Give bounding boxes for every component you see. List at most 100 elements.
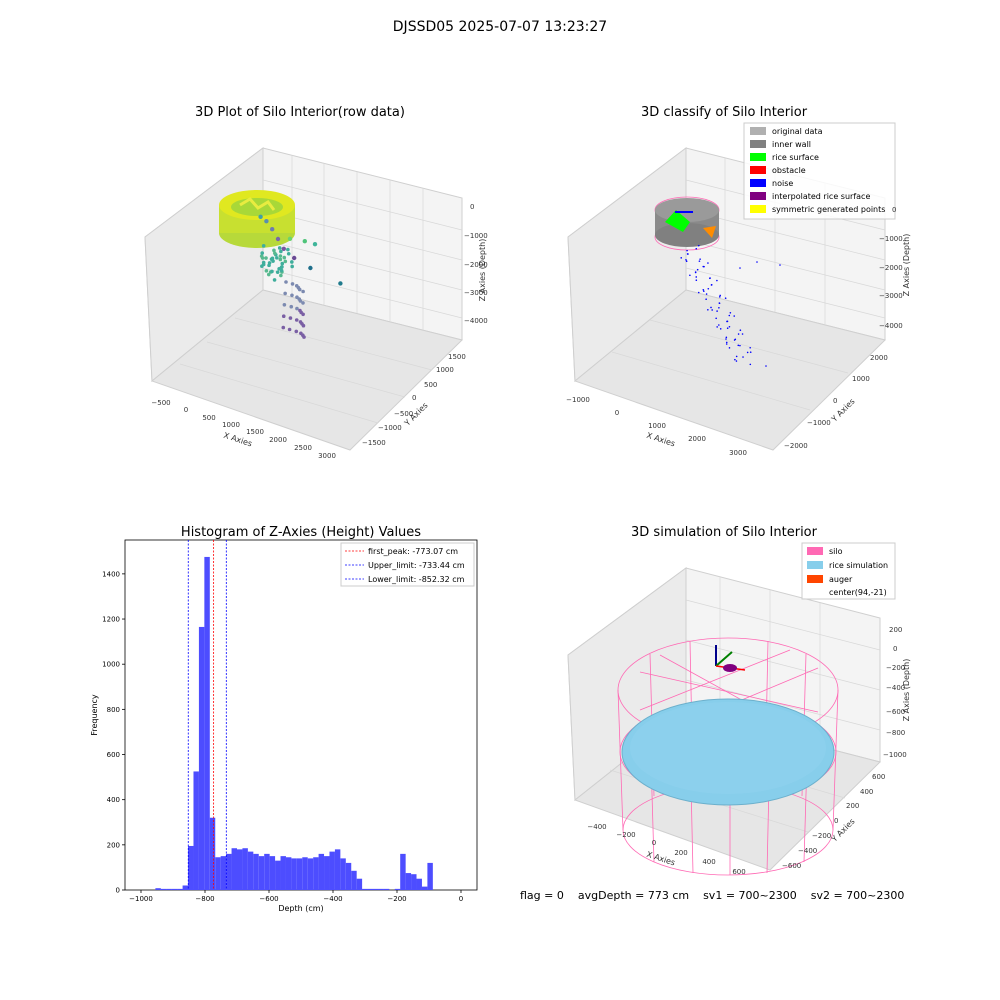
histogram-legend: first_peak: -773.07 cm Upper_limit: -733…	[340, 542, 475, 587]
raw-data-point	[279, 249, 283, 254]
noise-point	[725, 338, 727, 340]
classify-x-label: X Axies	[645, 431, 676, 449]
histogram-bar	[264, 853, 270, 890]
raw-data-point	[286, 247, 290, 252]
legend-label-symmetric: symmetric generated points	[772, 205, 885, 214]
raw-grid	[179, 155, 463, 424]
histogram-bar	[329, 851, 335, 890]
legend-label-silo: silo	[829, 547, 843, 556]
noise-point	[685, 259, 687, 261]
histogram-bar	[231, 848, 237, 890]
noise-point	[749, 351, 752, 353]
legend-swatch-auger	[807, 575, 823, 583]
legend-swatch-noise	[750, 179, 766, 187]
histogram-bar	[177, 888, 183, 890]
simulation-title: 3D simulation of Silo Interior	[631, 525, 818, 540]
legend-label-rice-surface: rice surface	[772, 153, 819, 162]
histogram-bar	[334, 849, 341, 890]
panel-raw-3d: 3D Plot of Silo Interior(row data) −500 …	[144, 105, 488, 460]
status-footer: flag = 0 avgDepth = 773 cm sv1 = 700~2300 s…	[520, 889, 918, 902]
histogram-bar	[215, 857, 221, 890]
raw-data-point	[264, 219, 269, 224]
classify-x-tick: −1000	[566, 396, 590, 404]
histogram-x-tick-label: −800	[195, 895, 214, 903]
raw-data-point	[272, 248, 276, 253]
legend-swatch-silo	[807, 547, 823, 555]
legend-swatch-obstacle	[750, 166, 766, 174]
histogram-reference-lines	[187, 540, 227, 890]
histogram-x-tick-label: −400	[323, 895, 342, 903]
raw-x-tick: 2500	[294, 444, 312, 452]
sim-x-tick: 200	[674, 849, 687, 857]
histogram-bar	[193, 771, 199, 890]
classify-floor-pane	[573, 289, 886, 451]
noise-point	[724, 297, 727, 300]
legend-label-obstacle: obstacle	[772, 166, 806, 175]
histogram-bar	[416, 878, 422, 890]
sim-z-tick: −1000	[883, 751, 907, 759]
sim-z-tick: −200	[886, 664, 905, 672]
sim-x-tick: −400	[587, 823, 606, 831]
legend-swatch-interpolated	[750, 192, 766, 200]
histogram-bar	[182, 885, 189, 890]
noise-point	[742, 356, 744, 358]
sim-y-tick: −200	[812, 832, 831, 840]
raw-data-point	[272, 278, 277, 282]
raw-data-point	[260, 256, 265, 260]
sim-y-tick: 600	[872, 773, 885, 781]
noise-point	[699, 258, 701, 260]
raw-data-point	[261, 262, 266, 267]
legend-label-auger: auger	[829, 575, 853, 584]
sim-z-tick: −800	[886, 729, 905, 737]
histogram-bar	[356, 878, 363, 890]
raw-data-point	[282, 303, 287, 307]
histogram-bar	[421, 886, 428, 890]
noise-point	[735, 360, 738, 362]
histogram-bar	[345, 862, 352, 890]
raw-data-point	[272, 251, 277, 256]
noise-point	[705, 293, 708, 295]
noise-point	[726, 327, 729, 329]
legend-swatch-rice-surface	[750, 153, 766, 161]
histogram-y-tick-label: 800	[107, 706, 120, 714]
raw-data-point	[338, 281, 343, 286]
raw-z-tick: −3000	[464, 289, 488, 297]
raw-x-tick: 1500	[246, 428, 264, 436]
noise-point	[739, 329, 742, 331]
raw-data-point	[290, 264, 294, 269]
noise-point	[728, 325, 731, 328]
histogram-bar	[318, 853, 325, 890]
raw-data-point	[266, 272, 271, 277]
sim-z-label: Z Axies (Depth)	[902, 659, 911, 722]
histogram-bar	[340, 858, 346, 890]
raw-x-tick: 1000	[222, 421, 240, 429]
noise-point	[703, 290, 705, 292]
raw-scatter-points	[258, 214, 343, 339]
histogram-bar	[247, 851, 254, 890]
noise-point	[707, 287, 710, 290]
raw-data-point	[279, 265, 284, 270]
histogram-bar	[394, 888, 401, 890]
rice-simulation-surface	[621, 698, 835, 806]
raw-data-point	[283, 291, 287, 296]
raw-data-point	[289, 304, 294, 309]
noise-point	[733, 339, 736, 341]
legend-swatch-original	[750, 127, 766, 135]
raw-data-point	[279, 273, 283, 278]
histogram-bar	[226, 853, 232, 890]
histogram-bar	[400, 853, 406, 890]
noise-point	[685, 260, 688, 263]
histogram-bar	[427, 862, 433, 890]
noise-point	[703, 265, 705, 268]
classify-x-tick: 1000	[648, 422, 666, 430]
legend-swatch-rice-sim	[807, 561, 823, 569]
raw-data-point	[270, 269, 274, 274]
simulation-z-axis: 200 0 −200 −400 −600 −800 −1000 Z Axies …	[883, 626, 911, 759]
histogram-x-tick-label: 0	[459, 895, 463, 903]
raw-x-tick: −500	[151, 399, 170, 407]
raw-data-point	[290, 260, 294, 264]
legend-label-center: center(94,-21)	[829, 588, 887, 597]
classify-x-tick: 3000	[729, 449, 747, 457]
histogram-bar	[166, 888, 172, 890]
